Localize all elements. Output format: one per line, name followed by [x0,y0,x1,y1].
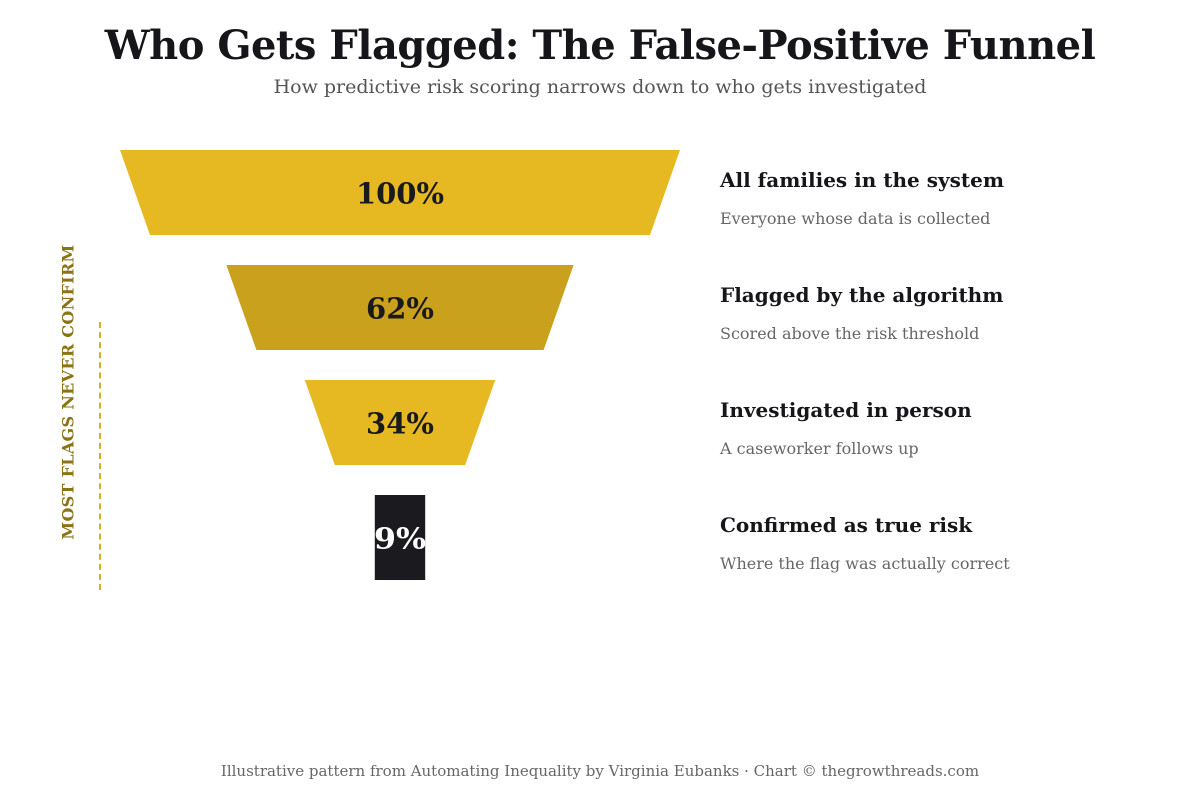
stage-description: Scored above the risk threshold [720,324,980,343]
stage-name: All families in the system [720,168,1004,192]
funnel-stage-2 [226,265,574,350]
stage-label-3: Investigated in person A caseworker foll… [720,397,1180,459]
funnel-stage-4 [374,495,426,580]
chart-footer: Illustrative pattern from Automating Ine… [220,762,980,780]
stage-description: A caseworker follows up [720,439,919,458]
funnel-stage-1 [120,150,680,235]
stage-label-2: Flagged by the algorithm Scored above th… [720,282,1180,344]
chart-title: Who Gets Flagged: The False-Positive Fun… [104,22,1096,69]
funnel-value-label: 9% [374,522,426,556]
chart-subtitle: How predictive risk scoring narrows down… [273,76,927,98]
funnel-stage-3 [304,380,496,465]
funnel-value-label: 62% [366,292,434,326]
stage-label-1: All families in the system Everyone whos… [720,167,1180,229]
stage-name: Confirmed as true risk [720,513,973,537]
funnel-chart: 100% 62% 34% 9% [120,150,680,580]
funnel-value-label: 100% [356,177,444,211]
funnel-value-label: 34% [366,407,434,441]
side-annotation: MOST FLAGS NEVER CONFIRM [58,244,78,540]
stage-name: Investigated in person [720,398,972,422]
stage-description: Everyone whose data is collected [720,209,991,228]
stage-label-4: Confirmed as true risk Where the flag wa… [720,512,1180,574]
side-annotation-line [99,322,101,590]
stage-description: Where the flag was actually correct [720,554,1010,573]
stage-name: Flagged by the algorithm [720,283,1004,307]
